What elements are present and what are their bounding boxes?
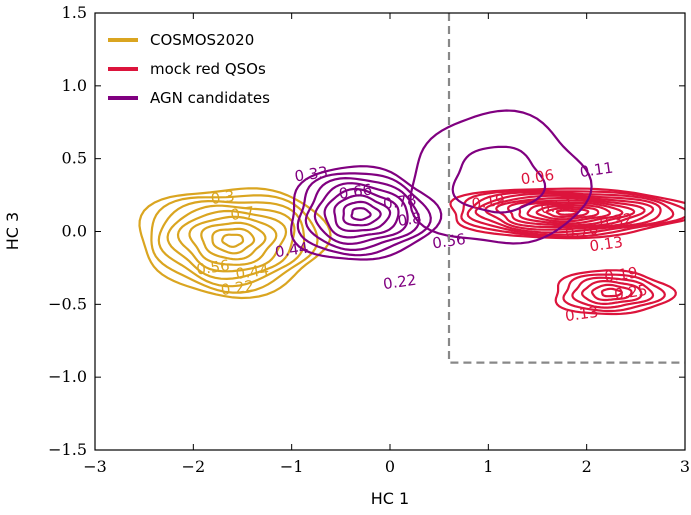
contour-cosmos2020-0-5 — [188, 215, 278, 266]
contour-cosmos2020-0-2 — [157, 199, 306, 288]
y-tick-label: −0.5 — [48, 294, 87, 313]
contour-agn-candidates-0-2 — [304, 176, 421, 251]
legend: COSMOS2020 mock red QSOs AGN candidates — [102, 22, 310, 114]
legend-label: AGN candidates — [150, 89, 270, 107]
contour-cosmos2020-0-0 — [138, 187, 332, 300]
contour-mock-red-qsos-0-2 — [466, 191, 675, 237]
contour-label: 0.70 — [564, 220, 600, 242]
contour-label: 0.33 — [293, 163, 329, 185]
x-axis-label: HC 1 — [371, 489, 409, 508]
x-tick-label: 3 — [680, 457, 690, 476]
y-tick-label: −1.5 — [48, 440, 87, 459]
contour-mock-red-qsos-0-6 — [506, 199, 636, 227]
contour-mock-red-qsos-0-0 — [449, 187, 685, 240]
legend-label: mock red QSOs — [150, 60, 266, 78]
x-tick-label: 2 — [582, 457, 592, 476]
contour-agn-candidates-0-0 — [289, 165, 443, 261]
contour-label: 0.51 — [539, 195, 575, 217]
contour-label: 0.22 — [382, 271, 418, 293]
y-tick-label: 0.0 — [62, 222, 87, 241]
contour-mock-red-qsos-1-0 — [554, 269, 677, 316]
contour-cosmos2020-0-1 — [150, 194, 319, 294]
contour-mock-red-qsos-1-5 — [600, 287, 623, 298]
contour-label: 0.13 — [588, 233, 624, 255]
contour-agn-candidates-0-6 — [342, 200, 382, 227]
x-tick-label: −1 — [280, 457, 304, 476]
contour-mock-red-qsos-0-7 — [518, 201, 624, 225]
contour-cosmos2020-0-8 — [221, 233, 245, 248]
contour-label: 0.3 — [210, 187, 236, 208]
contour-label: 0.13 — [564, 303, 600, 325]
contour-agn-candidates-1-1 — [451, 145, 547, 214]
contour-mock-red-qsos-0-1 — [460, 189, 685, 238]
contour-mock-red-qsos-0-11 — [555, 209, 580, 216]
contour-layer — [138, 109, 685, 316]
contour-label: 0.32 — [598, 210, 634, 232]
contour-label: 0.44 — [234, 261, 270, 283]
contour-agn-candidates-0-1 — [296, 172, 432, 257]
x-tick-label: −2 — [182, 457, 206, 476]
contour-label-layer: 0.220.56 0.440.30.70.060.130.510.320.190.… — [195, 159, 649, 326]
contour-cosmos2020-0-3 — [166, 204, 296, 281]
contour-mock-red-qsos-0-10 — [545, 207, 590, 218]
contour-mock-red-qsos-1-2 — [571, 276, 655, 309]
y-tick-label: 0.5 — [62, 149, 87, 168]
x-tick-label: 1 — [483, 457, 493, 476]
y-tick-label: −1.0 — [48, 367, 87, 386]
y-axis-label: HC 3 — [3, 212, 22, 250]
contour-agn-candidates-0-5 — [333, 194, 392, 232]
contour-label: 0.22 — [220, 277, 256, 299]
contour-label: 0.78 — [382, 191, 418, 213]
contour-mock-red-qsos-0-4 — [484, 194, 655, 231]
contour-label: 0.19 — [603, 263, 639, 285]
legend-label: COSMOS2020 — [150, 31, 254, 49]
contour-label: 0.19 — [470, 191, 506, 213]
contour-label: 0.11 — [579, 159, 615, 181]
contour-agn-candidates-0-3 — [313, 182, 409, 246]
contour-label: 0.56 — [195, 256, 231, 278]
contour-agn-candidates-1-0 — [409, 109, 593, 245]
contour-mock-red-qsos-1-1 — [562, 273, 666, 313]
contour-cosmos2020-0-4 — [176, 209, 288, 273]
contour-label: 0.66 — [338, 180, 374, 202]
contour-label: 0.25 — [613, 281, 649, 303]
contour-label: 0.06 — [520, 166, 556, 188]
contour-cosmos2020-0-7 — [211, 227, 256, 255]
y-tick-label: 1.5 — [62, 3, 87, 22]
contour-label: 0.7 — [229, 203, 255, 224]
contour-label: 0.8 — [397, 209, 423, 230]
contour-cosmos2020-0-6 — [200, 221, 267, 261]
contour-mock-red-qsos-1-4 — [590, 283, 633, 302]
contour-label: 0.44 — [274, 239, 310, 261]
x-tick-label: −3 — [83, 457, 107, 476]
contour-mock-red-qsos-0-8 — [526, 203, 612, 223]
contour-mock-red-qsos-0-3 — [474, 192, 662, 234]
x-tick-label: 0 — [385, 457, 395, 476]
contour-mock-red-qsos-1-3 — [580, 280, 643, 305]
contour-agn-candidates-0-7 — [350, 207, 372, 222]
y-tick-label: 1.0 — [62, 76, 87, 95]
axes: −3 −2 −1 0 1 2 3 −1.5 −1.0 −0.5 0.0 0.5 1.0 1.5 — [48, 3, 690, 476]
contour-agn-candidates-0-4 — [323, 187, 400, 239]
